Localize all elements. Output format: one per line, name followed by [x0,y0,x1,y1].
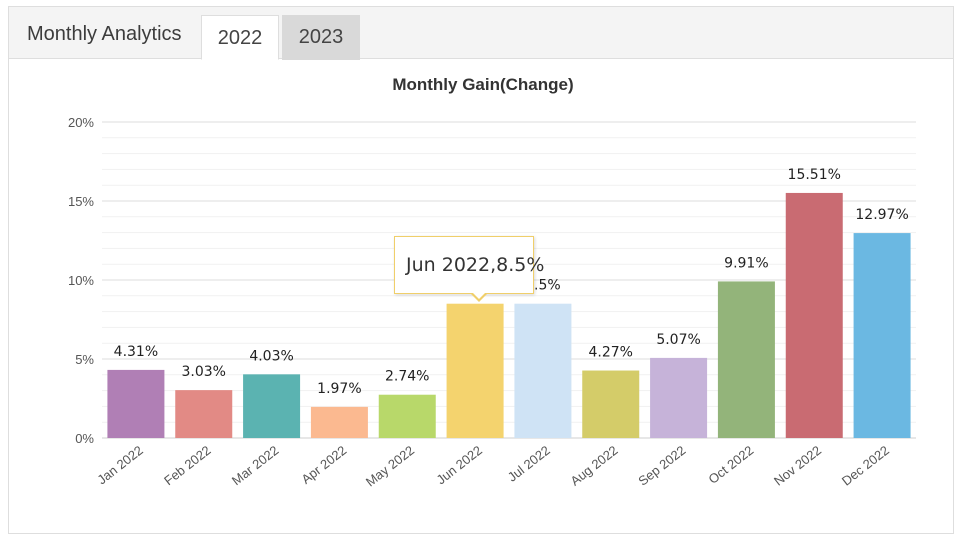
tooltip-arrow-inner [472,292,486,299]
data-label: 4.31% [114,344,158,360]
y-tick-label: 0% [75,431,94,446]
y-tick-label: 20% [68,115,94,130]
x-tick-label: Apr 2022 [298,443,349,487]
x-tick-label: May 2022 [363,443,417,490]
bar-nov-2022 [785,192,843,438]
data-label: 3.03% [182,364,226,380]
bar-feb-2022 [175,390,233,438]
data-label: 4.27% [589,345,633,361]
data-label: 2.74% [385,369,429,385]
bar-dec-2022 [853,233,911,438]
x-tick-label: Feb 2022 [161,443,214,489]
y-tick-label: 15% [68,194,94,209]
data-label: 15.51% [788,167,841,183]
data-label: 5.07% [656,332,700,348]
tab-bar: Monthly Analytics 2022 2023 [9,7,953,60]
data-label: 1.97% [317,381,361,397]
bar-mar-2022 [243,374,301,438]
bar-oct-2022 [717,281,775,438]
tooltip-text: Jun 2022,8.5% [406,254,545,276]
x-tick-label: Jun 2022 [434,443,485,488]
tab-2023[interactable]: 2023 [282,15,360,60]
x-tick-label: Nov 2022 [771,443,824,489]
data-label: 4.03% [249,348,293,364]
chart-tooltip: Jun 2022,8.5% [394,236,544,294]
bar-jul-2022 [514,303,572,438]
bar-jan-2022 [107,369,165,438]
data-label: 8.5% [525,278,561,294]
y-tick-label: 5% [75,352,94,367]
data-label: 9.91% [724,255,768,271]
app-title: Monthly Analytics [27,23,182,45]
x-tick-label: Sep 2022 [635,443,688,489]
bar-apr-2022 [310,406,368,438]
bar-sep-2022 [650,357,708,438]
tab-2022[interactable]: 2022 [201,15,279,60]
bar-aug-2022 [582,370,640,438]
y-tick-label: 10% [68,273,94,288]
data-label: 12.97% [855,207,908,223]
chart-title: Monthly Gain(Change) [392,75,573,94]
x-tick-label: Oct 2022 [705,443,756,487]
bar-may-2022 [378,394,436,438]
bar-jun-2022 [446,303,504,438]
x-tick-label: Jul 2022 [505,443,553,485]
x-tick-label: Jan 2022 [94,443,145,488]
x-tick-label: Aug 2022 [567,443,620,489]
x-tick-label: Mar 2022 [229,443,282,489]
x-tick-label: Dec 2022 [839,443,892,489]
